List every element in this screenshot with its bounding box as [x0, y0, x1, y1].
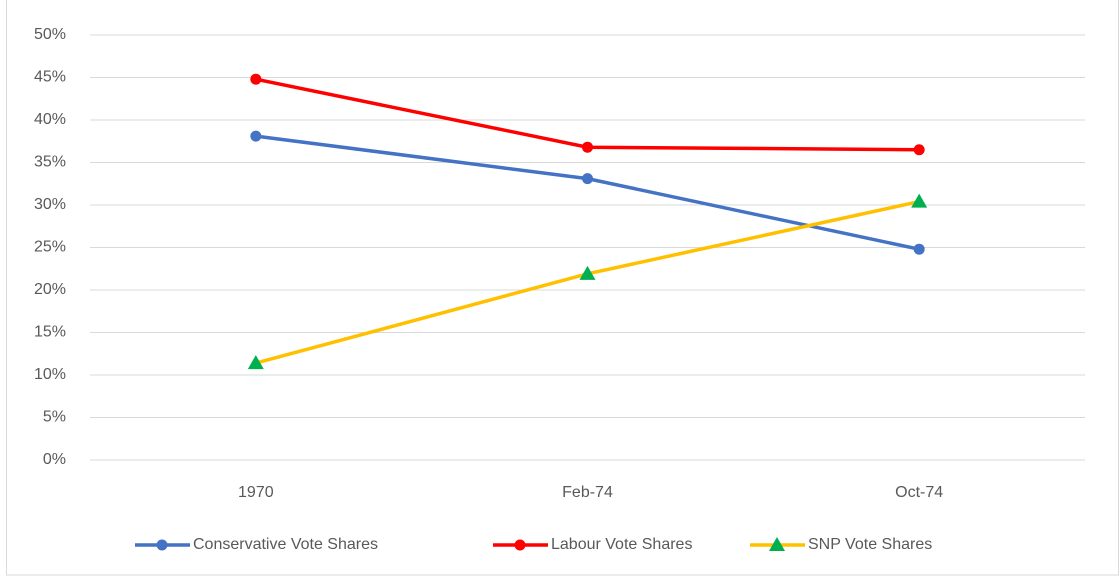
marker — [156, 539, 168, 551]
chart-border — [6, 0, 1119, 576]
marker — [514, 539, 526, 551]
legend-label: SNP Vote Shares — [808, 536, 932, 553]
y-tick-label: 30% — [34, 196, 66, 213]
x-tick-label: Oct-74 — [895, 484, 943, 501]
marker — [769, 537, 785, 551]
series-line — [255, 77, 920, 152]
y-tick-label: 35% — [34, 154, 66, 171]
marker — [250, 73, 262, 85]
marker — [250, 130, 262, 142]
y-tick-label: 50% — [34, 26, 66, 43]
y-tick-label: 20% — [34, 281, 66, 298]
marker — [911, 193, 928, 208]
marker — [247, 355, 264, 370]
marker — [582, 141, 593, 153]
y-tick-label: 0% — [43, 451, 66, 468]
y-tick-label: 5% — [43, 409, 66, 426]
y-tick-label: 10% — [34, 366, 66, 383]
legend-label: Labour Vote Shares — [551, 536, 692, 553]
legend-label: Conservative Vote Shares — [193, 536, 378, 553]
marker — [579, 265, 596, 280]
y-tick-label: 25% — [34, 239, 66, 256]
marker — [913, 144, 925, 156]
x-tick-label: 1970 — [238, 484, 274, 501]
y-tick-label: 15% — [34, 324, 66, 341]
marker — [913, 243, 925, 255]
marker — [582, 173, 593, 185]
series-line — [255, 199, 920, 365]
x-tick-label: Feb-74 — [562, 484, 613, 501]
y-tick-label: 40% — [34, 111, 66, 128]
y-tick-label: 45% — [34, 69, 66, 86]
series-line — [255, 134, 920, 251]
